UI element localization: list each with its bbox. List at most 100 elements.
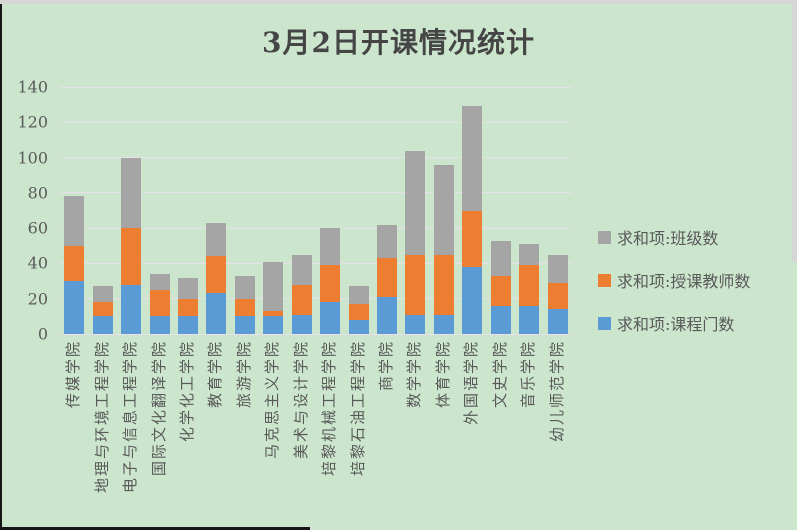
bar-segment [121,228,142,285]
bar-slot [88,87,116,334]
bar-segment [64,281,85,334]
stacked-bar [206,222,227,334]
y-tick-label: 20 [27,289,48,309]
bar-segment [291,254,312,285]
bar-slot [259,87,287,334]
gridline-120 [60,121,572,123]
bar-slot [288,87,316,334]
x-label-slot: 地理与环境工程学院 [88,340,116,518]
x-label-slot: 培黎石油工程学院 [344,340,372,518]
legend-item: 求和项:班级数 [598,229,750,248]
bar-segment [405,314,426,334]
x-label-slot: 马克思主义学院 [259,340,287,518]
bar-segment [64,196,85,246]
x-label-slot: 体育学院 [430,340,458,518]
x-label-slot: 外国语学院 [458,340,486,518]
bar-segment [234,298,255,317]
bar-segment [320,228,341,266]
stacked-bar [177,277,198,334]
gridline-60 [60,227,572,229]
gridline-100 [60,157,572,159]
bar-slot [401,87,429,334]
stacked-bar [462,106,483,334]
x-label-slot: 化学化工学院 [174,340,202,518]
stacked-bar [263,261,284,334]
bar-segment [377,258,398,297]
stacked-bar [234,275,255,334]
stacked-bar [519,244,540,334]
y-axis: 0 20 40 60 80 100 120 140 [0,78,48,344]
stacked-bar [433,164,454,334]
bar-segment [149,316,170,334]
bar-slot [117,87,145,334]
bar-segment [519,244,540,266]
bar-segment [320,265,341,303]
stacked-bar [490,240,511,334]
bar-segment [206,293,227,334]
bars-container [60,87,572,334]
bar-segment [121,157,142,229]
x-axis-label: 化学化工学院 [177,340,196,443]
gridline-40 [60,262,572,264]
x-label-slot: 培黎机械工程学院 [316,340,344,518]
y-tick-label: 140 [17,77,48,97]
x-axis-label: 教育学院 [206,340,225,409]
window-edge-right [792,0,797,262]
bar-segment [263,311,284,317]
bar-slot [344,87,372,334]
bar-segment [433,254,454,315]
bar-segment [547,282,568,310]
stacked-bar [377,224,398,334]
bar-slot [458,87,486,334]
stacked-bar [291,254,312,334]
x-axis-label: 传媒学院 [64,340,83,409]
bar-segment [462,266,483,334]
bar-segment [348,286,369,305]
x-axis-label: 外国语学院 [462,340,481,426]
x-axis-label: 国际文化翻译学院 [149,340,168,477]
x-axis-label: 音乐学院 [519,340,538,409]
bar-segment [519,305,540,334]
bar-slot [430,87,458,334]
stacked-bar [547,254,568,334]
bar-slot [316,87,344,334]
bar-segment [433,164,454,255]
bar-segment [92,316,113,334]
plot-area [60,86,572,335]
bar-slot [487,87,515,334]
bar-segment [348,304,369,320]
legend-item: 求和项:课程门数 [598,315,750,334]
bar-segment [348,319,369,334]
x-axis: 传媒学院 地理与环境工程学院 电子与信息工程学院 国际文化翻译学院 化学化工学院 教育学院… [60,340,572,518]
x-axis-label: 数学学院 [405,340,424,409]
legend-item: 求和项:授课教师数 [598,272,750,291]
x-axis-label: 文史学院 [490,340,509,409]
bar-segment [519,265,540,306]
bar-segment [64,245,85,282]
bar-segment [206,256,227,294]
y-tick-label: 120 [17,112,48,132]
bar-slot [515,87,543,334]
legend-swatch-icon [598,273,611,287]
bar-segment [206,222,227,257]
bar-segment [490,305,511,334]
bar-slot [231,87,259,334]
x-axis-label: 马克思主义学院 [263,340,282,460]
y-tick-label: 60 [27,218,48,238]
bar-segment [263,316,284,334]
x-axis-label: 地理与环境工程学院 [92,340,111,494]
bar-segment [490,275,511,306]
stacked-bar [149,274,170,334]
x-label-slot: 国际文化翻译学院 [145,340,173,518]
x-axis-label: 培黎机械工程学院 [320,340,339,477]
x-label-slot: 幼儿师范学院 [543,340,571,518]
bar-segment [547,309,568,334]
bar-segment [405,150,426,255]
legend-label: 求和项:授课教师数 [617,272,751,291]
bar-segment [149,289,170,317]
x-axis-label: 美术与设计学院 [291,340,310,460]
bar-segment [263,261,284,312]
x-axis-label: 体育学院 [433,340,452,409]
y-tick-label: 0 [37,324,48,344]
